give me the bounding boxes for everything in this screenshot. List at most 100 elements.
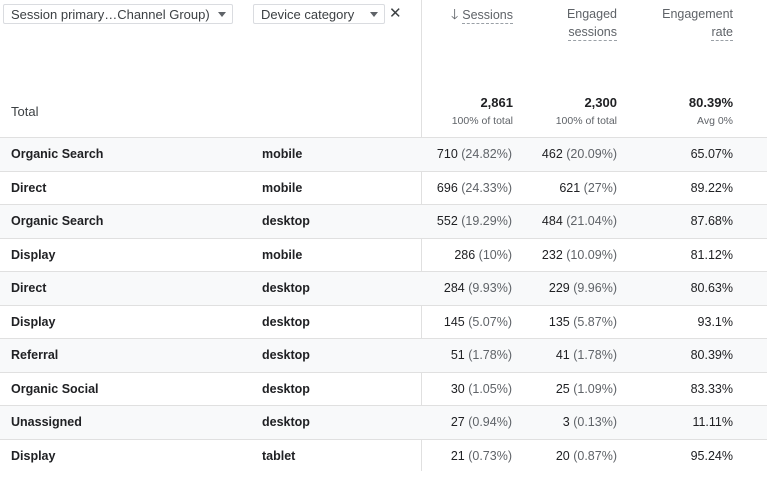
cell-engagement-rate: 89.22% (690, 180, 733, 195)
cell-engaged-value: 20 (555, 448, 570, 463)
cell-sessions: 27 (0.94%) (451, 415, 512, 429)
cell-engagement-rate: 81.12% (690, 247, 733, 262)
table-row[interactable]: Display mobile 286 (10%) 232 (10.09%) 81.12% (0, 237, 767, 272)
cell-sessions-pct: (10%) (478, 247, 512, 262)
cell-channel: Unassigned (11, 415, 82, 429)
totals-sessions: 2,861 (480, 95, 513, 110)
cell-sessions-value: 27 (450, 415, 465, 429)
sort-descending-arrow-icon: 🡓 (450, 6, 459, 22)
cell-engaged-pct: (1.78%) (573, 348, 617, 362)
cell-engagement-rate: 11.11% (692, 415, 733, 429)
cell-sessions: 51 (1.78%) (451, 348, 512, 362)
cell-engaged-value: 484 (541, 214, 563, 228)
table-row[interactable]: Organic Search desktop 552 (19.29%) 484 (21… (0, 204, 767, 238)
cell-device: desktop (262, 415, 310, 429)
cell-device: mobile (262, 180, 303, 195)
column-header-engaged-line1: Engaged (566, 7, 617, 21)
cell-device: desktop (262, 381, 310, 396)
cell-sessions-value: 145 (443, 314, 465, 329)
totals-rate: 80.39% (688, 95, 733, 110)
cell-engaged-pct: (5.87%) (573, 314, 617, 329)
cell-engaged-pct: (0.13%) (573, 415, 617, 429)
cell-channel: Direct (11, 281, 47, 295)
cell-sessions-pct: (1.05%) (468, 381, 512, 396)
cell-sessions-pct: (0.73%) (468, 448, 512, 463)
chevron-down-icon (218, 11, 226, 17)
totals-sessions-sub: 100% of total (451, 115, 513, 127)
cell-channel: Organic Search (11, 214, 104, 228)
cell-engaged-pct: (9.96%) (573, 281, 617, 295)
cell-sessions-value: 286 (454, 247, 476, 262)
column-header-engaged-sessions[interactable]: Engaged sessions (567, 5, 617, 41)
table-row[interactable]: Display tablet 21 (0.73%) 20 (0.87%) 95.24% (0, 438, 767, 473)
cell-engaged-value: 229 (548, 281, 570, 295)
cell-engaged-value: 3 (562, 415, 570, 429)
chevron-down-icon (370, 11, 378, 17)
cell-channel: Organic Social (11, 381, 99, 396)
cell-sessions: 30 (1.05%) (451, 382, 512, 396)
cell-engaged-pct: (27%) (583, 180, 617, 195)
cell-device: mobile (262, 247, 303, 262)
cell-engagement-rate: 80.63% (690, 281, 733, 295)
table-row[interactable]: Organic Search mobile 710 (24.82%) 462 (20.… (0, 137, 767, 171)
cell-sessions-pct: (0.94%) (468, 415, 512, 429)
cell-engaged-pct: (20.09%) (566, 147, 617, 161)
cell-sessions-pct: (24.82%) (461, 147, 512, 161)
column-header-engagement-rate[interactable]: Engagement rate (662, 5, 733, 41)
dimension-selector-channel-label: Session primary…Channel Group) (11, 6, 210, 22)
cell-channel: Display (11, 448, 56, 463)
cell-engaged: 25 (1.09%) (556, 382, 617, 396)
cell-engagement-rate: 87.68% (690, 214, 733, 228)
cell-engagement-rate: 80.39% (690, 348, 733, 362)
cell-engagement-rate: 83.33% (690, 381, 733, 396)
cell-engaged: 484 (21.04%) (542, 214, 617, 228)
cell-engaged-value: 621 (559, 180, 581, 195)
cell-sessions: 286 (10%) (454, 248, 512, 262)
dimension-selector-device[interactable]: Device category (253, 4, 385, 24)
cell-sessions-value: 284 (443, 281, 465, 295)
cell-sessions: 552 (19.29%) (437, 214, 512, 228)
cell-device: mobile (262, 147, 303, 161)
cell-engaged-value: 232 (541, 247, 563, 262)
table-row[interactable]: Referral desktop 51 (1.78%) 41 (1.78%) 80.39… (0, 338, 767, 372)
cell-sessions-value: 21 (450, 448, 465, 463)
cell-device: desktop (262, 281, 310, 295)
table-row[interactable]: Direct desktop 284 (9.93%) 229 (9.96%) 80.63… (0, 271, 767, 305)
cell-sessions: 145 (5.07%) (444, 315, 512, 329)
cell-sessions-value: 696 (436, 180, 458, 195)
column-header-sessions[interactable]: 🡓 Sessions (451, 5, 513, 24)
cell-device: tablet (262, 448, 296, 463)
table-row[interactable]: Display desktop 145 (5.07%) 135 (5.87%) 93.1… (0, 304, 767, 339)
cell-channel: Direct (11, 180, 47, 195)
cell-channel: Organic Search (11, 147, 104, 161)
cell-engaged-value: 135 (548, 314, 570, 329)
remove-dimension-close-icon[interactable]: ✕ (389, 5, 402, 22)
cell-engaged-pct: (1.09%) (573, 381, 617, 396)
cell-engagement-rate: 95.24% (690, 448, 733, 463)
cell-sessions-pct: (9.93%) (468, 281, 512, 295)
cell-engaged: 20 (0.87%) (556, 449, 617, 463)
cell-engaged-pct: (21.04%) (566, 214, 617, 228)
cell-sessions-pct: (24.33%) (461, 180, 512, 195)
cell-sessions-pct: (5.07%) (468, 314, 512, 329)
cell-channel: Referral (11, 348, 59, 362)
column-header-rate-line1: Engagement (662, 7, 733, 21)
cell-sessions: 710 (24.82%) (437, 147, 512, 161)
cell-engaged: 135 (5.87%) (549, 315, 617, 329)
totals-engaged: 2,300 (584, 95, 617, 110)
table-row[interactable]: Direct mobile 696 (24.33%) 621 (27%) 89.22% (0, 170, 767, 205)
cell-engaged: 3 (0.13%) (563, 415, 617, 429)
cell-engagement-rate: 65.07% (690, 147, 733, 161)
cell-sessions-value: 30 (450, 381, 465, 396)
column-header-sessions-label: Sessions (462, 8, 513, 24)
column-header-rate-line2: rate (711, 25, 733, 41)
table-row[interactable]: Unassigned desktop 27 (0.94%) 3 (0.13%) 11.1… (0, 405, 767, 439)
cell-device: desktop (262, 214, 310, 228)
cell-channel: Display (11, 247, 56, 262)
cell-sessions-value: 710 (436, 147, 458, 161)
table-row[interactable]: Organic Social desktop 30 (1.05%) 25 (1.09%… (0, 371, 767, 406)
cell-sessions-value: 552 (436, 214, 458, 228)
totals-engaged-sub: 100% of total (555, 115, 617, 127)
cell-sessions-pct: (19.29%) (461, 214, 512, 228)
dimension-selector-channel[interactable]: Session primary…Channel Group) (3, 4, 233, 24)
